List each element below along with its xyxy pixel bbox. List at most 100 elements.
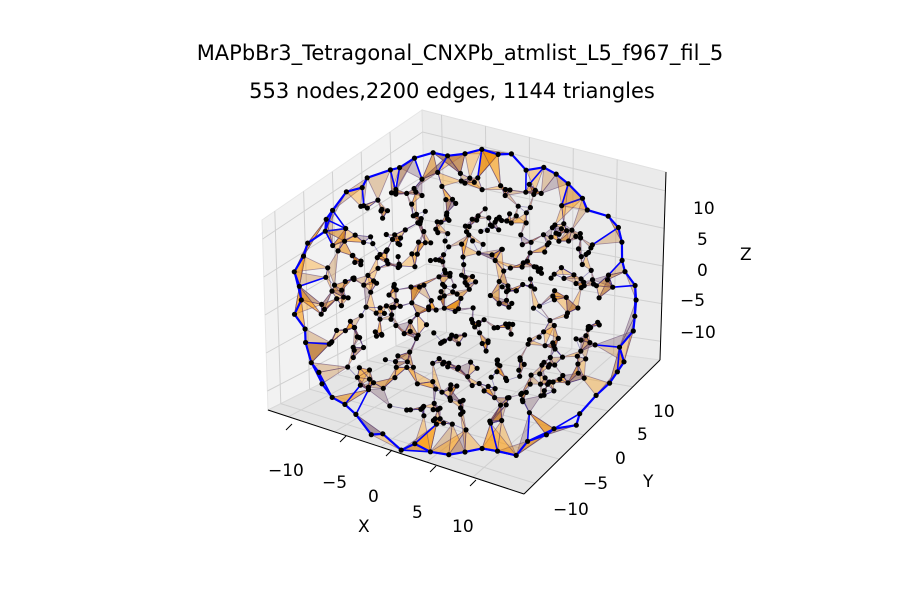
edge-line <box>561 197 583 207</box>
triangle-face <box>356 366 371 380</box>
edge-line <box>561 205 565 224</box>
node-point <box>445 364 451 370</box>
node-point <box>360 344 367 351</box>
node-point <box>445 231 451 237</box>
node-point <box>413 211 420 217</box>
node-point <box>558 226 565 232</box>
node-point <box>499 246 505 252</box>
node-point <box>544 242 550 248</box>
node-point <box>442 238 448 244</box>
node-point <box>466 223 472 230</box>
triangle-face <box>553 267 575 276</box>
triangle-face <box>421 151 439 181</box>
node-point <box>519 390 525 396</box>
node-point <box>501 268 507 274</box>
node-point <box>523 389 529 395</box>
edge-line <box>293 313 306 330</box>
node-point <box>498 402 504 408</box>
node-point <box>300 253 307 259</box>
edge-line <box>567 183 584 199</box>
node-point <box>326 341 332 347</box>
node-point <box>388 190 395 196</box>
edge-line <box>448 450 466 456</box>
node-point <box>370 241 376 247</box>
node-point <box>470 305 476 311</box>
node-point <box>388 316 394 322</box>
node-point <box>408 284 414 290</box>
node-point <box>358 203 364 209</box>
node-point <box>504 218 510 224</box>
node-point <box>561 221 567 227</box>
edge-line <box>539 295 554 307</box>
node-point <box>322 228 328 234</box>
node-point <box>517 373 523 379</box>
edge-line <box>579 394 597 415</box>
node-point <box>460 254 466 260</box>
node-point <box>392 232 398 238</box>
triangle-face <box>416 241 427 256</box>
triangle-face <box>432 381 437 404</box>
edge-line <box>324 230 334 246</box>
y-axis-line <box>523 359 661 495</box>
triangle-face <box>354 234 372 243</box>
node-point <box>436 356 442 362</box>
node-point <box>543 432 550 438</box>
node-point <box>541 164 547 170</box>
node-point <box>413 189 419 195</box>
node-point <box>357 335 363 341</box>
node-point <box>442 284 448 290</box>
edge-line <box>361 187 365 206</box>
node-point <box>519 242 525 248</box>
node-point <box>397 165 403 171</box>
node-point <box>515 203 521 209</box>
edge-line <box>561 205 565 224</box>
edge-line <box>561 197 583 206</box>
node-point <box>564 228 570 234</box>
node-point <box>578 285 584 291</box>
node-point <box>596 295 602 301</box>
node-point <box>387 167 393 173</box>
triangle-face <box>598 279 614 299</box>
node-point <box>454 291 460 297</box>
triangle-face <box>377 199 389 212</box>
node-point <box>485 383 491 389</box>
triangle-face <box>411 302 430 315</box>
node-point <box>361 239 367 245</box>
node-point <box>526 181 532 187</box>
node-point <box>407 407 414 413</box>
node-point <box>416 284 422 290</box>
triangle-face <box>542 319 555 333</box>
node-point <box>531 191 537 197</box>
edge-line <box>510 153 527 171</box>
triangle-face <box>325 267 333 292</box>
node-point <box>491 325 497 331</box>
node-point <box>469 316 475 323</box>
node-point <box>319 301 325 307</box>
node-point <box>409 201 415 207</box>
node-point <box>380 215 386 221</box>
node-point <box>633 297 639 303</box>
node-point <box>431 330 437 336</box>
edge-line <box>423 285 432 301</box>
node-point <box>423 322 430 328</box>
node-point <box>503 375 509 381</box>
node-point <box>499 284 505 290</box>
edge-line <box>560 183 569 206</box>
triangle-face <box>372 376 397 389</box>
edge-line <box>413 157 423 180</box>
node-point <box>407 328 413 334</box>
node-point <box>588 325 594 331</box>
y-tick-label: −10 <box>553 500 589 520</box>
node-point <box>605 272 612 278</box>
node-point <box>548 234 554 240</box>
node-point <box>475 175 481 181</box>
triangle-face <box>406 338 417 362</box>
node-point <box>541 388 547 394</box>
node-point <box>409 300 415 306</box>
node-point <box>508 331 514 337</box>
node-point <box>474 217 480 223</box>
node-point <box>334 296 340 302</box>
edge-line <box>595 344 620 349</box>
node-point <box>616 344 623 350</box>
